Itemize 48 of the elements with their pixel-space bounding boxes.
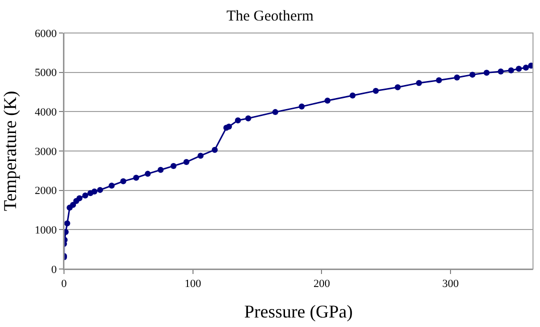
point xyxy=(394,84,401,90)
point xyxy=(76,195,82,202)
point xyxy=(324,98,330,104)
x-tick-label: 300 xyxy=(442,278,460,290)
point xyxy=(158,166,164,173)
point xyxy=(144,170,151,177)
point xyxy=(498,68,504,75)
point xyxy=(70,202,76,208)
point xyxy=(516,66,522,72)
y-axis-title: Temperature (K) xyxy=(0,90,20,212)
point xyxy=(234,117,241,124)
point xyxy=(120,178,126,184)
point xyxy=(170,162,177,169)
point xyxy=(484,70,490,76)
point xyxy=(522,64,529,71)
x-axis-title: Pressure (GPa) xyxy=(244,301,353,322)
point xyxy=(133,174,140,181)
y-tick-label: 1000 xyxy=(34,224,58,237)
point xyxy=(64,220,70,226)
point xyxy=(469,72,476,78)
point xyxy=(108,182,115,189)
point xyxy=(64,229,69,236)
point xyxy=(91,188,98,195)
point xyxy=(508,67,514,74)
point xyxy=(183,159,190,166)
point xyxy=(350,92,356,99)
point xyxy=(298,104,305,110)
point xyxy=(245,115,252,122)
point xyxy=(454,74,460,80)
point xyxy=(272,109,278,116)
point xyxy=(198,152,204,159)
y-tick-label: 4000 xyxy=(34,106,58,119)
point xyxy=(82,192,88,198)
y-tick-label: 6000 xyxy=(34,28,58,40)
x-tick-label: 200 xyxy=(313,278,330,290)
chart-title: The Geotherm xyxy=(226,8,314,24)
y-tick-label: 5000 xyxy=(34,67,58,80)
point xyxy=(436,77,442,84)
y-tick-label: 3000 xyxy=(34,146,58,158)
y-tick-label: 2000 xyxy=(34,185,58,198)
point xyxy=(528,62,533,69)
point xyxy=(416,80,422,86)
point xyxy=(97,186,104,193)
point xyxy=(372,88,379,94)
point xyxy=(212,146,218,153)
y-tick-label: 0 xyxy=(51,264,58,276)
x-tick-label: 0 xyxy=(61,278,68,290)
x-tick-label: 100 xyxy=(184,278,202,290)
